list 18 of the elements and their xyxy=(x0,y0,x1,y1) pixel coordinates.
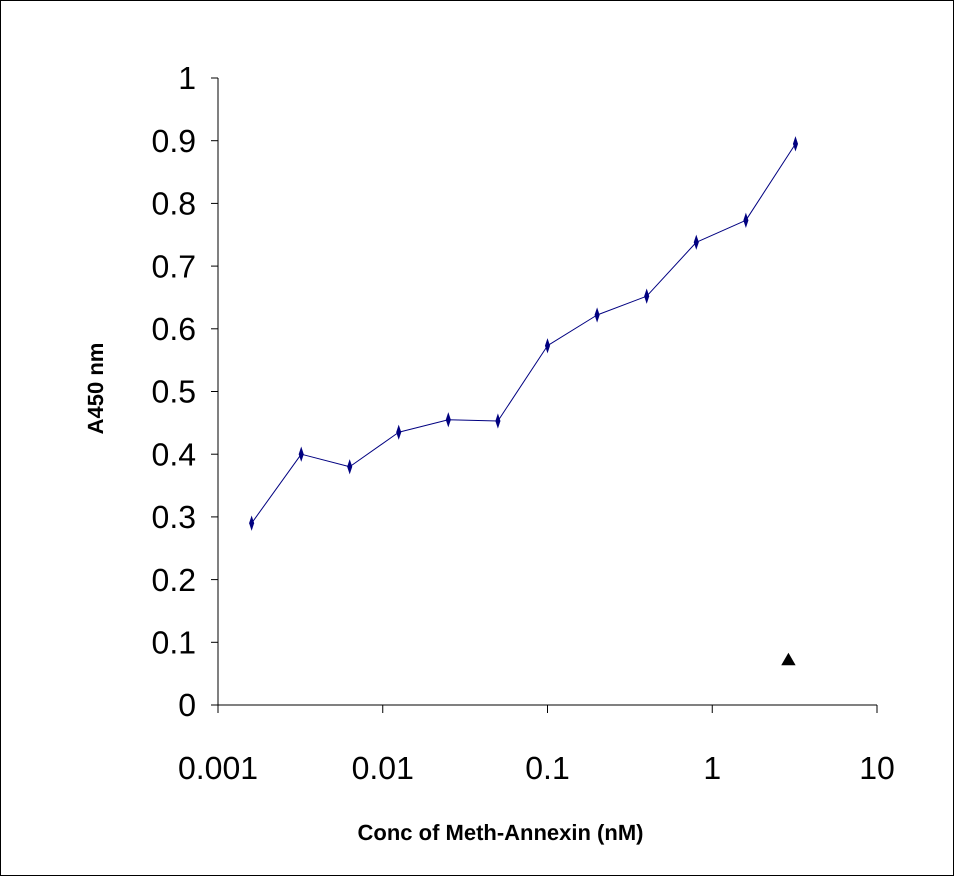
x-tick-label: 10 xyxy=(859,750,895,786)
y-tick-label: 0 xyxy=(178,687,196,724)
y-tick-label: 0.3 xyxy=(152,499,196,536)
y-tick-label: 0.5 xyxy=(152,374,196,410)
y-tick-label: 0.2 xyxy=(152,562,196,598)
x-axis-title: Conc of Meth-Annexin (nM) xyxy=(358,820,644,845)
y-tick-label: 0.8 xyxy=(152,186,196,222)
y-tick-label: 0.4 xyxy=(152,436,196,472)
y-tick-label: 0.9 xyxy=(152,122,196,159)
y-tick-label: 0.7 xyxy=(152,248,196,284)
y-tick-label: 1 xyxy=(178,60,196,96)
x-tick-label: 0.1 xyxy=(525,750,570,786)
y-tick-label: 0.1 xyxy=(152,624,196,660)
x-tick-label: 0.001 xyxy=(178,750,258,786)
x-tick-label: 1 xyxy=(703,750,722,786)
x-tick-label: 0.01 xyxy=(352,750,414,786)
y-tick-label: 0.6 xyxy=(152,311,196,347)
y-axis-title: A450 nm xyxy=(83,342,108,434)
